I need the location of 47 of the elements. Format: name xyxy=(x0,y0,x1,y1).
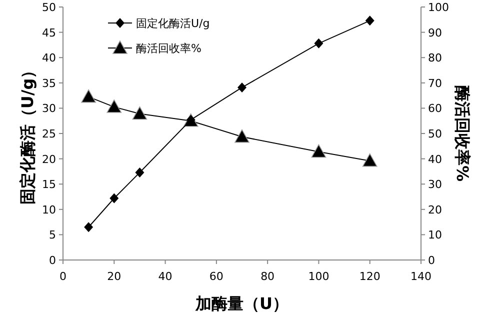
y-tick-label: 15 xyxy=(42,178,56,192)
x-tick-label: 0 xyxy=(60,270,66,283)
y-tick-label: 35 xyxy=(42,76,56,90)
x-tick-label: 20 xyxy=(107,270,122,283)
y2-tick-label: 50 xyxy=(428,128,442,140)
y2-tick-label: 40 xyxy=(428,152,442,166)
y-tick-label: 50 xyxy=(42,1,56,14)
y2-axis-title: 酶活回收率% xyxy=(453,85,472,182)
y2-tick-label: 60 xyxy=(428,102,442,116)
point xyxy=(110,193,119,204)
x-tick-label: 60 xyxy=(209,270,224,283)
x-axis-title: 加酶量（U） xyxy=(194,294,288,313)
y2-tick-label: 80 xyxy=(428,52,442,65)
x-tick-label: 80 xyxy=(260,270,275,283)
y-tick-label: 25 xyxy=(42,128,56,140)
point xyxy=(314,38,324,48)
y2-tick-label: 100 xyxy=(428,1,449,14)
legend-label: 酶活回收率% xyxy=(136,42,202,55)
y-tick-label: 40 xyxy=(42,52,56,65)
point xyxy=(365,16,374,26)
point xyxy=(238,82,246,92)
x-tick-label: 100 xyxy=(308,270,330,283)
y2-tick-label: 20 xyxy=(428,203,442,216)
y-tick-label: 10 xyxy=(42,203,56,216)
y-tick-label: 30 xyxy=(42,102,56,116)
point xyxy=(234,129,250,143)
x-tick-label: 40 xyxy=(158,270,172,283)
y-tick-label: 20 xyxy=(42,152,56,166)
point xyxy=(135,167,144,178)
point xyxy=(362,153,378,167)
x-tick-label: 140 xyxy=(410,270,432,283)
point xyxy=(132,106,148,120)
y2-tick-label: 10 xyxy=(428,228,442,242)
x-tick-label: 120 xyxy=(359,270,380,283)
y-tick-label: 0 xyxy=(49,254,56,267)
y-tick-label: 5 xyxy=(49,228,56,242)
point xyxy=(81,89,96,103)
point xyxy=(106,100,122,113)
y2-tick-label: 70 xyxy=(428,76,442,90)
y-tick-label: 45 xyxy=(42,26,56,40)
y-axis-title: 固定化酶活（U/g） xyxy=(18,62,37,205)
point xyxy=(84,222,94,232)
y2-tick-label: 0 xyxy=(428,254,435,267)
point xyxy=(311,144,326,158)
y2-tick-label: 30 xyxy=(428,178,442,192)
y2-tick-label: 90 xyxy=(428,26,442,40)
legend-label: 固定化酶活U/g xyxy=(136,17,210,30)
